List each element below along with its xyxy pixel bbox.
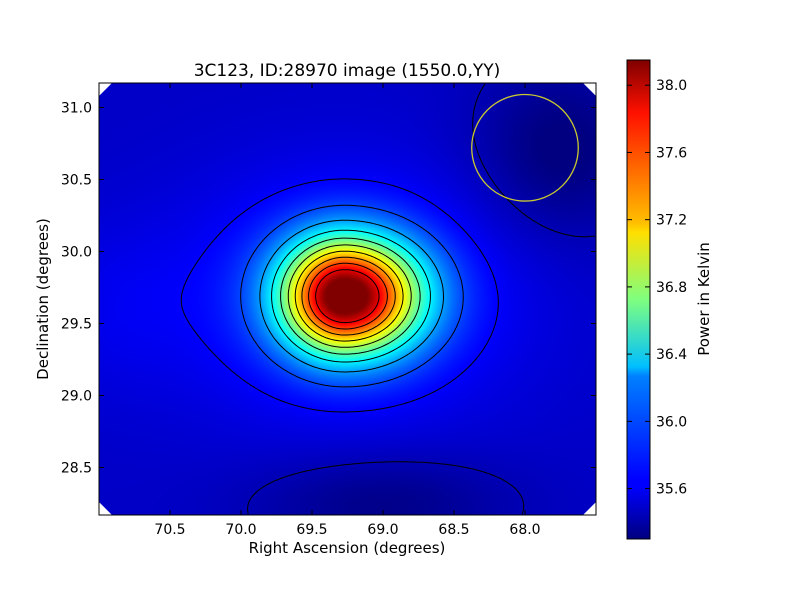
corner-mask	[583, 83, 596, 96]
colorbar-tick-label: 36.8	[656, 280, 687, 296]
colorbar-tick-label: 35.6	[656, 482, 687, 498]
y-axis-label: Declination (degrees)	[34, 218, 52, 380]
contour-line	[315, 269, 380, 324]
contour-lines	[180, 83, 596, 515]
contour-line	[240, 204, 464, 388]
x-tick-label: 70.0	[225, 522, 256, 538]
contour-line	[301, 256, 396, 336]
colorbar-tick-label: 37.2	[656, 213, 687, 229]
heatmap-image	[99, 83, 596, 515]
x-tick-label: 70.5	[154, 522, 185, 538]
contour-line	[247, 83, 596, 515]
contour-line	[271, 229, 431, 363]
corner-mask	[99, 502, 112, 515]
beam-circle	[471, 93, 579, 202]
contour-line	[294, 250, 404, 342]
corner-mask	[99, 83, 112, 96]
y-tick-label: 31.0	[61, 100, 92, 116]
chart-title: 3C123, ID:28970 image (1550.0,YY)	[194, 61, 501, 81]
colorbar-ticks: 35.6 36.0 36.4 36.8 37.2 37.6 38.0	[627, 78, 687, 498]
colorbar-gradient	[626, 59, 651, 540]
x-axis: 70.5 70.0 69.5 69.0 68.5 68.0	[154, 83, 541, 538]
colorbar-label: Power in Kelvin	[695, 242, 713, 356]
contour-line	[280, 237, 421, 355]
plot-frame	[98, 82, 597, 516]
y-tick-label: 28.5	[61, 460, 92, 476]
x-tick-label: 69.5	[296, 522, 327, 538]
contour-line	[308, 262, 388, 330]
colorbar-tick-label: 36.4	[656, 347, 687, 363]
contour-line	[180, 178, 499, 413]
x-tick-label: 69.0	[367, 522, 398, 538]
colorbar: 35.6 36.0 36.4 36.8 37.2 37.6 38.0 Power in Ke…	[626, 59, 713, 540]
colorbar-tick-label: 38.0	[656, 78, 687, 94]
contour-line	[259, 219, 444, 373]
colorbar-tick-label: 36.0	[656, 414, 687, 430]
x-axis-label: Right Ascension (degrees)	[249, 539, 446, 557]
colorbar-tick-label: 37.6	[656, 145, 687, 161]
y-tick-label: 30.0	[61, 244, 92, 260]
corner-mask	[583, 502, 596, 515]
heatmap-area	[99, 83, 596, 515]
y-axis: 28.5 29.0 29.5 30.0 30.5 31.0	[61, 100, 596, 476]
y-tick-label: 30.5	[61, 172, 92, 188]
x-tick-label: 68.5	[438, 522, 469, 538]
y-tick-label: 29.5	[61, 316, 92, 332]
contour-line	[287, 244, 412, 348]
x-tick-label: 68.0	[509, 522, 540, 538]
y-tick-label: 29.0	[61, 388, 92, 404]
